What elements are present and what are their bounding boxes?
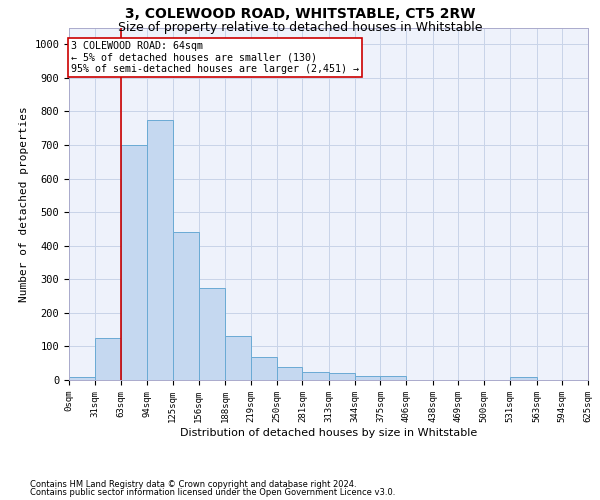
Bar xyxy=(510,376,536,380)
X-axis label: Distribution of detached houses by size in Whitstable: Distribution of detached houses by size … xyxy=(180,428,477,438)
Text: 3 COLEWOOD ROAD: 64sqm
← 5% of detached houses are smaller (130)
95% of semi-det: 3 COLEWOOD ROAD: 64sqm ← 5% of detached … xyxy=(71,41,359,74)
Bar xyxy=(147,120,173,380)
Bar xyxy=(355,376,380,380)
Bar xyxy=(121,145,147,380)
Y-axis label: Number of detached properties: Number of detached properties xyxy=(19,106,29,302)
Bar xyxy=(69,378,95,380)
Bar xyxy=(251,356,277,380)
Bar xyxy=(380,376,406,380)
Bar xyxy=(302,372,329,380)
Bar xyxy=(225,336,251,380)
Bar xyxy=(329,372,355,380)
Bar xyxy=(95,338,121,380)
Bar xyxy=(173,232,199,380)
Text: Size of property relative to detached houses in Whitstable: Size of property relative to detached ho… xyxy=(118,21,482,34)
Text: Contains HM Land Registry data © Crown copyright and database right 2024.: Contains HM Land Registry data © Crown c… xyxy=(30,480,356,489)
Text: Contains public sector information licensed under the Open Government Licence v3: Contains public sector information licen… xyxy=(30,488,395,497)
Bar xyxy=(277,366,302,380)
Bar xyxy=(199,288,225,380)
Text: 3, COLEWOOD ROAD, WHITSTABLE, CT5 2RW: 3, COLEWOOD ROAD, WHITSTABLE, CT5 2RW xyxy=(125,8,475,22)
